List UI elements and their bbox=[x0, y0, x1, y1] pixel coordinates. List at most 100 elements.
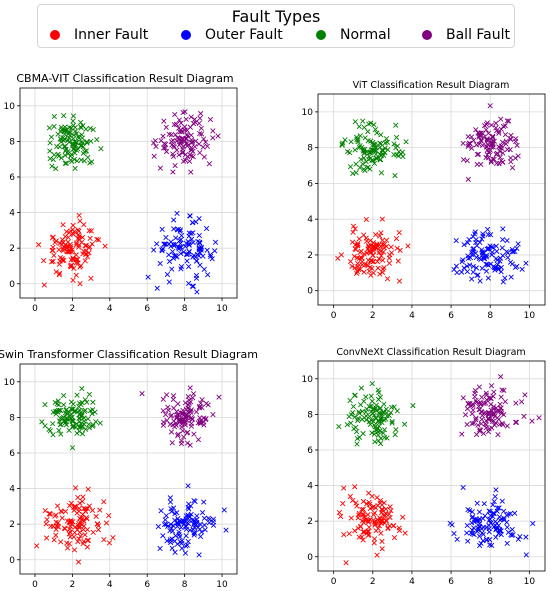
point-normal bbox=[62, 152, 68, 159]
point-normal bbox=[67, 132, 73, 138]
point-inner-fault bbox=[367, 237, 373, 244]
point-ball-fault bbox=[192, 116, 198, 123]
point-inner-fault bbox=[387, 504, 393, 510]
point-normal bbox=[393, 122, 399, 128]
point-ball-fault bbox=[163, 124, 169, 130]
point-normal bbox=[47, 148, 53, 154]
point-normal bbox=[348, 139, 354, 145]
point-ball-fault bbox=[204, 143, 210, 149]
point-normal bbox=[350, 403, 357, 410]
point-ball-fault bbox=[459, 431, 465, 437]
point-inner-fault bbox=[368, 272, 374, 278]
point-inner-fault bbox=[396, 229, 402, 236]
point-normal bbox=[47, 155, 53, 162]
point-ball-fault bbox=[206, 161, 212, 167]
point-outer-fault bbox=[203, 225, 210, 232]
point-ball-fault bbox=[187, 124, 193, 130]
point-outer-fault bbox=[471, 525, 477, 531]
point-inner-fault bbox=[357, 249, 363, 256]
x-tick-label: 0 bbox=[32, 304, 38, 314]
point-outer-fault bbox=[473, 236, 479, 243]
point-ball-fault bbox=[183, 116, 189, 122]
point-outer-fault bbox=[178, 250, 184, 257]
point-outer-fault bbox=[468, 276, 475, 282]
point-normal bbox=[47, 140, 53, 146]
point-inner-fault bbox=[60, 247, 66, 254]
point-ball-fault bbox=[172, 131, 179, 138]
point-normal bbox=[72, 128, 79, 134]
point-normal bbox=[363, 394, 369, 400]
point-normal bbox=[346, 414, 352, 420]
legend-marker-outer-fault bbox=[181, 30, 191, 40]
point-ball-fault bbox=[177, 140, 184, 146]
point-outer-fault bbox=[212, 239, 219, 245]
point-inner-fault bbox=[349, 263, 355, 269]
point-normal bbox=[352, 392, 358, 398]
point-outer-fault bbox=[194, 251, 201, 257]
point-normal bbox=[354, 441, 360, 447]
point-normal bbox=[65, 148, 71, 154]
point-normal bbox=[388, 404, 395, 410]
point-inner-fault bbox=[95, 237, 102, 243]
point-outer-fault bbox=[182, 243, 188, 249]
point-outer-fault bbox=[160, 246, 166, 252]
point-inner-fault bbox=[384, 276, 391, 282]
point-normal bbox=[71, 139, 78, 145]
point-normal bbox=[84, 139, 90, 145]
point-outer-fault bbox=[464, 522, 470, 529]
point-inner-fault bbox=[352, 484, 358, 490]
point-inner-fault bbox=[369, 265, 375, 272]
point-outer-fault bbox=[523, 260, 529, 266]
point-inner-fault bbox=[73, 272, 79, 278]
point-inner-fault bbox=[402, 530, 408, 536]
point-ball-fault bbox=[173, 121, 180, 127]
point-inner-fault bbox=[87, 244, 93, 250]
point-normal bbox=[54, 143, 60, 150]
point-outer-fault bbox=[173, 253, 179, 259]
point-ball-fault bbox=[491, 389, 497, 395]
point-outer-fault bbox=[490, 244, 496, 251]
point-outer-fault bbox=[166, 258, 173, 265]
point-inner-fault bbox=[363, 216, 369, 223]
point-inner-fault bbox=[371, 244, 377, 250]
point-outer-fault bbox=[204, 247, 210, 253]
point-ball-fault bbox=[193, 138, 199, 144]
point-outer-fault bbox=[209, 256, 215, 262]
point-outer-fault bbox=[186, 264, 192, 270]
point-outer-fault bbox=[482, 255, 488, 262]
y-tick-label: 0 bbox=[9, 280, 15, 290]
point-inner-fault bbox=[41, 282, 47, 288]
point-inner-fault bbox=[357, 266, 363, 272]
point-inner-fault bbox=[376, 256, 382, 262]
point-inner-fault bbox=[89, 241, 95, 247]
point-ball-fault bbox=[498, 394, 504, 400]
point-inner-fault bbox=[41, 257, 47, 264]
point-inner-fault bbox=[374, 242, 380, 249]
point-ball-fault bbox=[215, 133, 221, 139]
point-outer-fault bbox=[477, 278, 483, 284]
point-normal bbox=[383, 406, 389, 412]
point-normal bbox=[46, 125, 53, 131]
point-inner-fault bbox=[36, 242, 42, 248]
point-ball-fault bbox=[201, 154, 207, 160]
point-normal bbox=[70, 113, 77, 119]
point-inner-fault bbox=[347, 493, 353, 500]
point-inner-fault bbox=[379, 502, 385, 508]
point-ball-fault bbox=[200, 144, 206, 150]
point-inner-fault bbox=[78, 263, 84, 269]
point-outer-fault bbox=[173, 235, 179, 241]
plot-frame bbox=[19, 87, 238, 299]
point-normal bbox=[98, 146, 104, 152]
point-normal bbox=[51, 123, 57, 130]
point-outer-fault bbox=[196, 232, 202, 239]
point-normal bbox=[369, 380, 375, 387]
point-ball-fault bbox=[498, 374, 504, 380]
y-tick-label: 0 bbox=[307, 553, 313, 563]
point-inner-fault bbox=[369, 493, 375, 499]
point-inner-fault bbox=[385, 525, 391, 532]
point-outer-fault bbox=[189, 236, 195, 242]
point-ball-fault bbox=[163, 148, 170, 155]
